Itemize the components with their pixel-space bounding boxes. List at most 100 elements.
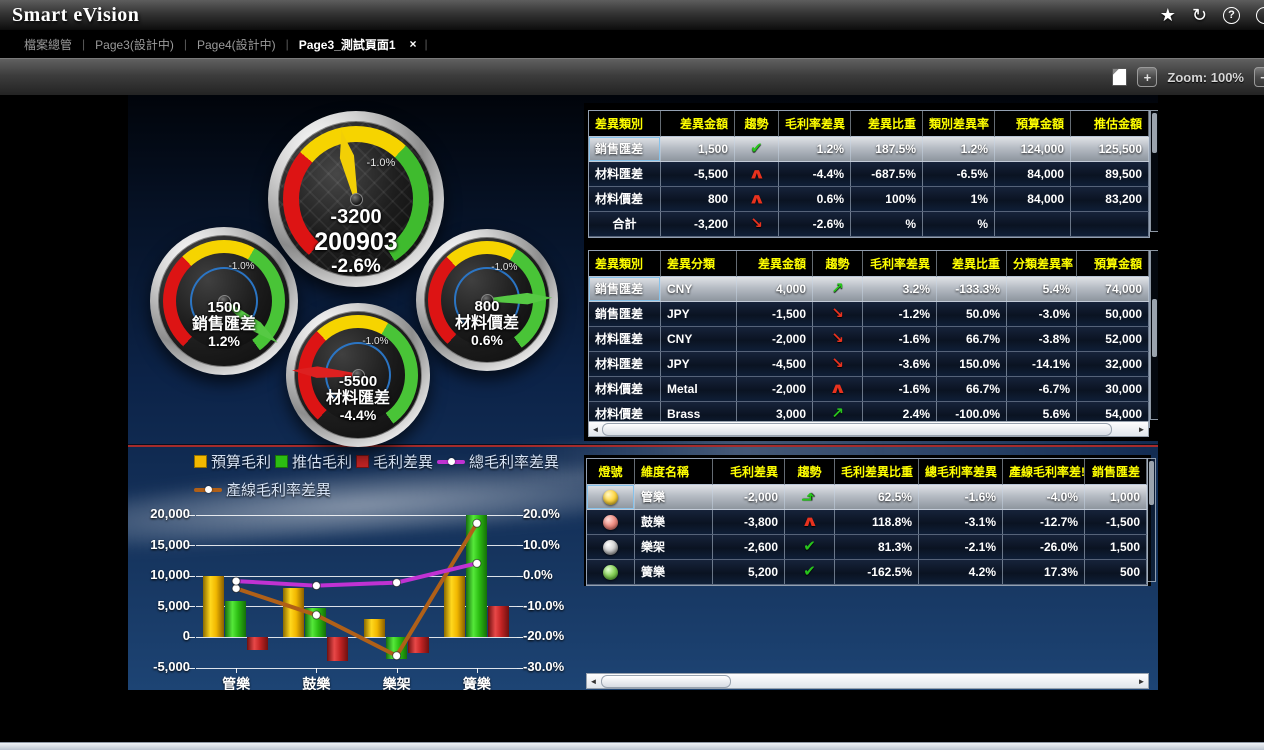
table-row[interactable]: 銷售匯差 JPY -1,500 ↘ -1.2% 50.0% -3.0% 50,000 xyxy=(589,302,1149,327)
table-row[interactable]: 樂架 -2,600 ✔ 81.3% -2.1% -26.0% 1,500 xyxy=(587,535,1147,560)
table-row[interactable]: 鼓樂 -3,800 ∧ 118.8% -3.1% -12.7% -1,500 xyxy=(587,510,1147,535)
scrollbar-thumb[interactable] xyxy=(1152,299,1157,357)
trend-down-red-icon: ↘ xyxy=(831,330,844,347)
legend-label: 產線毛利率差異 xyxy=(226,482,332,499)
table-cell: 52,000 xyxy=(1077,327,1149,351)
gauge-hub xyxy=(351,368,365,382)
scroll-left-arrow[interactable]: ◄ xyxy=(589,676,598,686)
table-row[interactable]: 材料匯差 JPY -4,500 ↘ -3.6% 150.0% -14.1% 32,000 xyxy=(589,352,1149,377)
table-cell: JPY xyxy=(661,302,737,326)
table-cell: 150.0% xyxy=(937,352,1007,376)
trend-caret-red-icon: ∧ xyxy=(747,190,766,207)
tab-Page4(設計中)[interactable]: Page4(設計中) xyxy=(196,37,276,52)
category-label: 簧樂 xyxy=(462,676,491,690)
table-cell: -3,200 xyxy=(661,212,735,236)
scroll-right-arrow[interactable]: ► xyxy=(1137,676,1146,686)
scrollbar-thumb[interactable] xyxy=(602,423,1112,436)
table-cell: 材料匯差 xyxy=(589,352,661,376)
gauge-total-variance[interactable]: -1.0% -3200 200903 -2.6% xyxy=(268,111,444,287)
table1-vertical-scrollbar[interactable] xyxy=(1150,110,1158,232)
table-row[interactable]: 簧樂 5,200 ✔ -162.5% 4.2% 17.3% 500 xyxy=(587,560,1147,585)
column-header: 差異金額 xyxy=(661,111,735,137)
gauge-material-fx-variance[interactable]: -1.0% -5500 材料匯差 -4.4% xyxy=(286,303,430,447)
table-row[interactable]: 材料匯差 CNY -2,000 ↘ -1.6% 66.7% -3.8% 52,000 xyxy=(589,327,1149,352)
gauge-sales-fx-variance[interactable]: -1.0% 1500 銷售匯差 1.2% xyxy=(150,227,298,375)
axis-tick xyxy=(517,636,523,638)
table-cell: ∧ xyxy=(785,510,835,534)
status-light-red xyxy=(603,515,618,531)
table-row[interactable]: 材料匯差 -5,500 ∧ -4.4% -687.5% -6.5% 84,000 89,500 xyxy=(589,162,1149,187)
bar-預算毛利 xyxy=(363,619,385,638)
gauge-material-price-variance[interactable]: -1.0% 800 材料價差 0.6% xyxy=(416,229,558,371)
tab-檔案總管[interactable]: 檔案總管 xyxy=(24,37,73,52)
table-header-row: 燈號 維度名稱 毛利差異 趨勢 毛利差異比重 總毛利率差異 產線毛利率差! 銷售匯差 xyxy=(587,459,1147,485)
column-header: 總毛利率差異 xyxy=(919,459,1003,485)
window-bottom-scrollbar[interactable] xyxy=(0,742,1264,750)
table2-horizontal-scrollbar[interactable]: ◄ ► xyxy=(588,421,1149,437)
left-axis-tick-label: 20,000 xyxy=(150,506,190,521)
legend-swatch xyxy=(275,455,289,468)
table-row[interactable]: 銷售匯差 1,500 ✔ 1.2% 187.5% 1.2% 124,000 125,500 xyxy=(589,137,1149,162)
table-cell xyxy=(1071,212,1149,236)
table-cell: CNY xyxy=(661,327,737,351)
new-page-icon[interactable] xyxy=(1112,68,1128,86)
trend-down-red-icon: ↘ xyxy=(750,215,763,232)
table-cell: -5,500 xyxy=(661,162,735,186)
help-icon[interactable]: ? xyxy=(1223,6,1240,24)
table-cell: 材料匯差 xyxy=(589,327,661,351)
legend-label: 推估毛利 xyxy=(292,454,353,471)
axis-tick xyxy=(189,667,195,669)
table-row[interactable]: 材料價差 800 ∧ 0.6% 100% 1% 84,000 83,200 xyxy=(589,187,1149,212)
gauge-value: -3200 xyxy=(330,206,382,229)
table-row[interactable]: 管樂 -2,000 ↳ 62.5% -1.6% -4.0% 1,000 xyxy=(587,485,1147,510)
category-label: 鼓樂 xyxy=(302,676,331,690)
scroll-left-arrow[interactable]: ◄ xyxy=(591,424,600,434)
legend-line-marker xyxy=(194,486,222,493)
table-row[interactable]: 合計 -3,200 ↘ -2.6%%% xyxy=(589,212,1149,237)
power-icon[interactable] xyxy=(1256,6,1264,24)
column-header: 差異類別 xyxy=(589,251,661,277)
table3-vertical-scrollbar[interactable] xyxy=(1147,458,1156,582)
scrollbar-thumb[interactable] xyxy=(601,675,731,688)
tab-Page3(設計中)[interactable]: Page3(設計中) xyxy=(95,37,174,52)
axis-tick xyxy=(189,575,195,577)
tab-Page3_測試頁面1[interactable]: Page3_測試頁面1 xyxy=(298,37,396,52)
table-cell: 54,000 xyxy=(1077,402,1149,426)
table-cell: 管樂 xyxy=(635,485,713,509)
scroll-right-arrow[interactable]: ► xyxy=(1137,424,1146,434)
axis-tick xyxy=(189,514,195,516)
zoom-out-button[interactable]: − xyxy=(1254,67,1264,87)
gauge-value: 1500 xyxy=(207,298,241,316)
axis-tick xyxy=(517,606,523,608)
table-cell: 4.2% xyxy=(919,560,1003,584)
table2-vertical-scrollbar[interactable] xyxy=(1150,250,1158,420)
table-cell: 銷售匯差 xyxy=(589,277,661,301)
bar-推估毛利 xyxy=(465,515,487,638)
table-cell: 銷售匯差 xyxy=(589,302,661,326)
gauge-hub xyxy=(349,192,363,206)
table-cell: 124,000 xyxy=(995,137,1071,161)
table-row[interactable]: 材料價差 Metal -2,000 ∧ -1.6% 66.7% -6.7% 30,000 xyxy=(589,377,1149,402)
gauge-label: 銷售匯差 xyxy=(191,316,256,334)
dimension-horizontal-scrollbar[interactable]: ◄ ► xyxy=(586,673,1149,689)
toolbar: + Zoom: 100% − xyxy=(0,58,1264,95)
table-cell: -1.6% xyxy=(863,377,937,401)
zoom-in-button[interactable]: + xyxy=(1137,67,1158,87)
column-header: 差異比重 xyxy=(851,111,923,137)
tab-close-icon[interactable]: × xyxy=(409,37,417,51)
legend-line-marker xyxy=(437,458,466,465)
axis-tick xyxy=(517,575,523,577)
right-axis-tick-label: 20.0% xyxy=(523,506,560,521)
titlebar-icons: ★ ↻ ? xyxy=(1160,6,1264,24)
scrollbar-thumb[interactable] xyxy=(1149,461,1154,505)
refresh-icon[interactable]: ↻ xyxy=(1191,5,1207,25)
column-header: 差異比重 xyxy=(937,251,1007,277)
table-cell: ✔ xyxy=(785,535,835,559)
bar-預算毛利 xyxy=(443,576,465,638)
table-row[interactable]: 銷售匯差 CNY 4,000 ↗ 3.2% -133.3% 5.4% 74,000 xyxy=(589,277,1149,302)
favorite-star-icon[interactable]: ★ xyxy=(1159,5,1176,25)
column-header: 預算金額 xyxy=(995,111,1071,137)
scrollbar-thumb[interactable] xyxy=(1152,113,1157,153)
trend-check-green-icon: ✔ xyxy=(803,563,816,580)
trend-check-green-icon: ✔ xyxy=(803,538,816,555)
